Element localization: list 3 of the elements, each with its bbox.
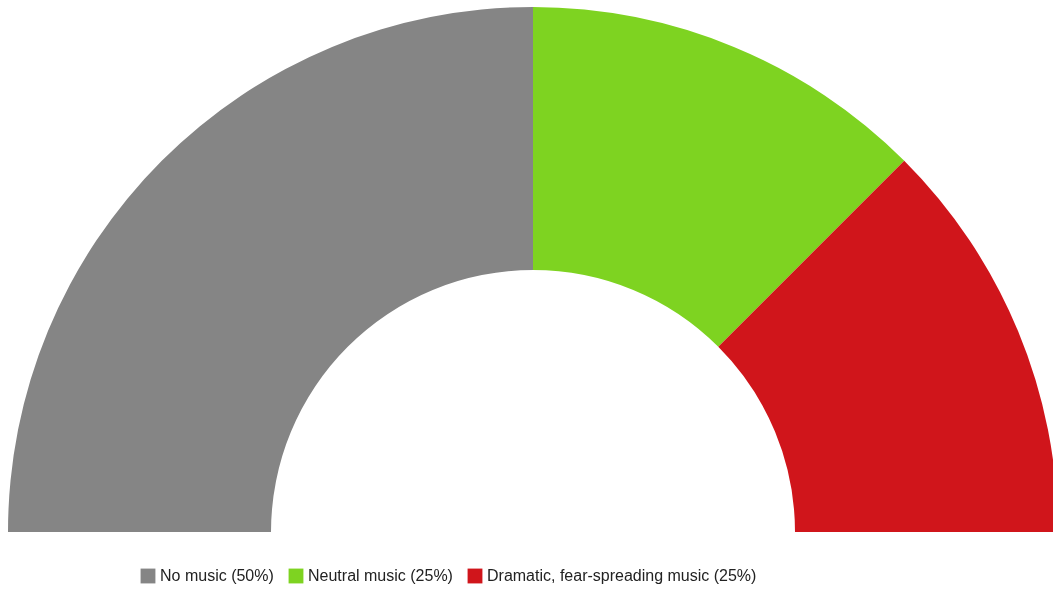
legend-label: Dramatic, fear-spreading music (25%) (487, 567, 757, 584)
legend-label: Neutral music (25%) (308, 567, 453, 584)
legend-label: No music (50%) (160, 567, 274, 584)
